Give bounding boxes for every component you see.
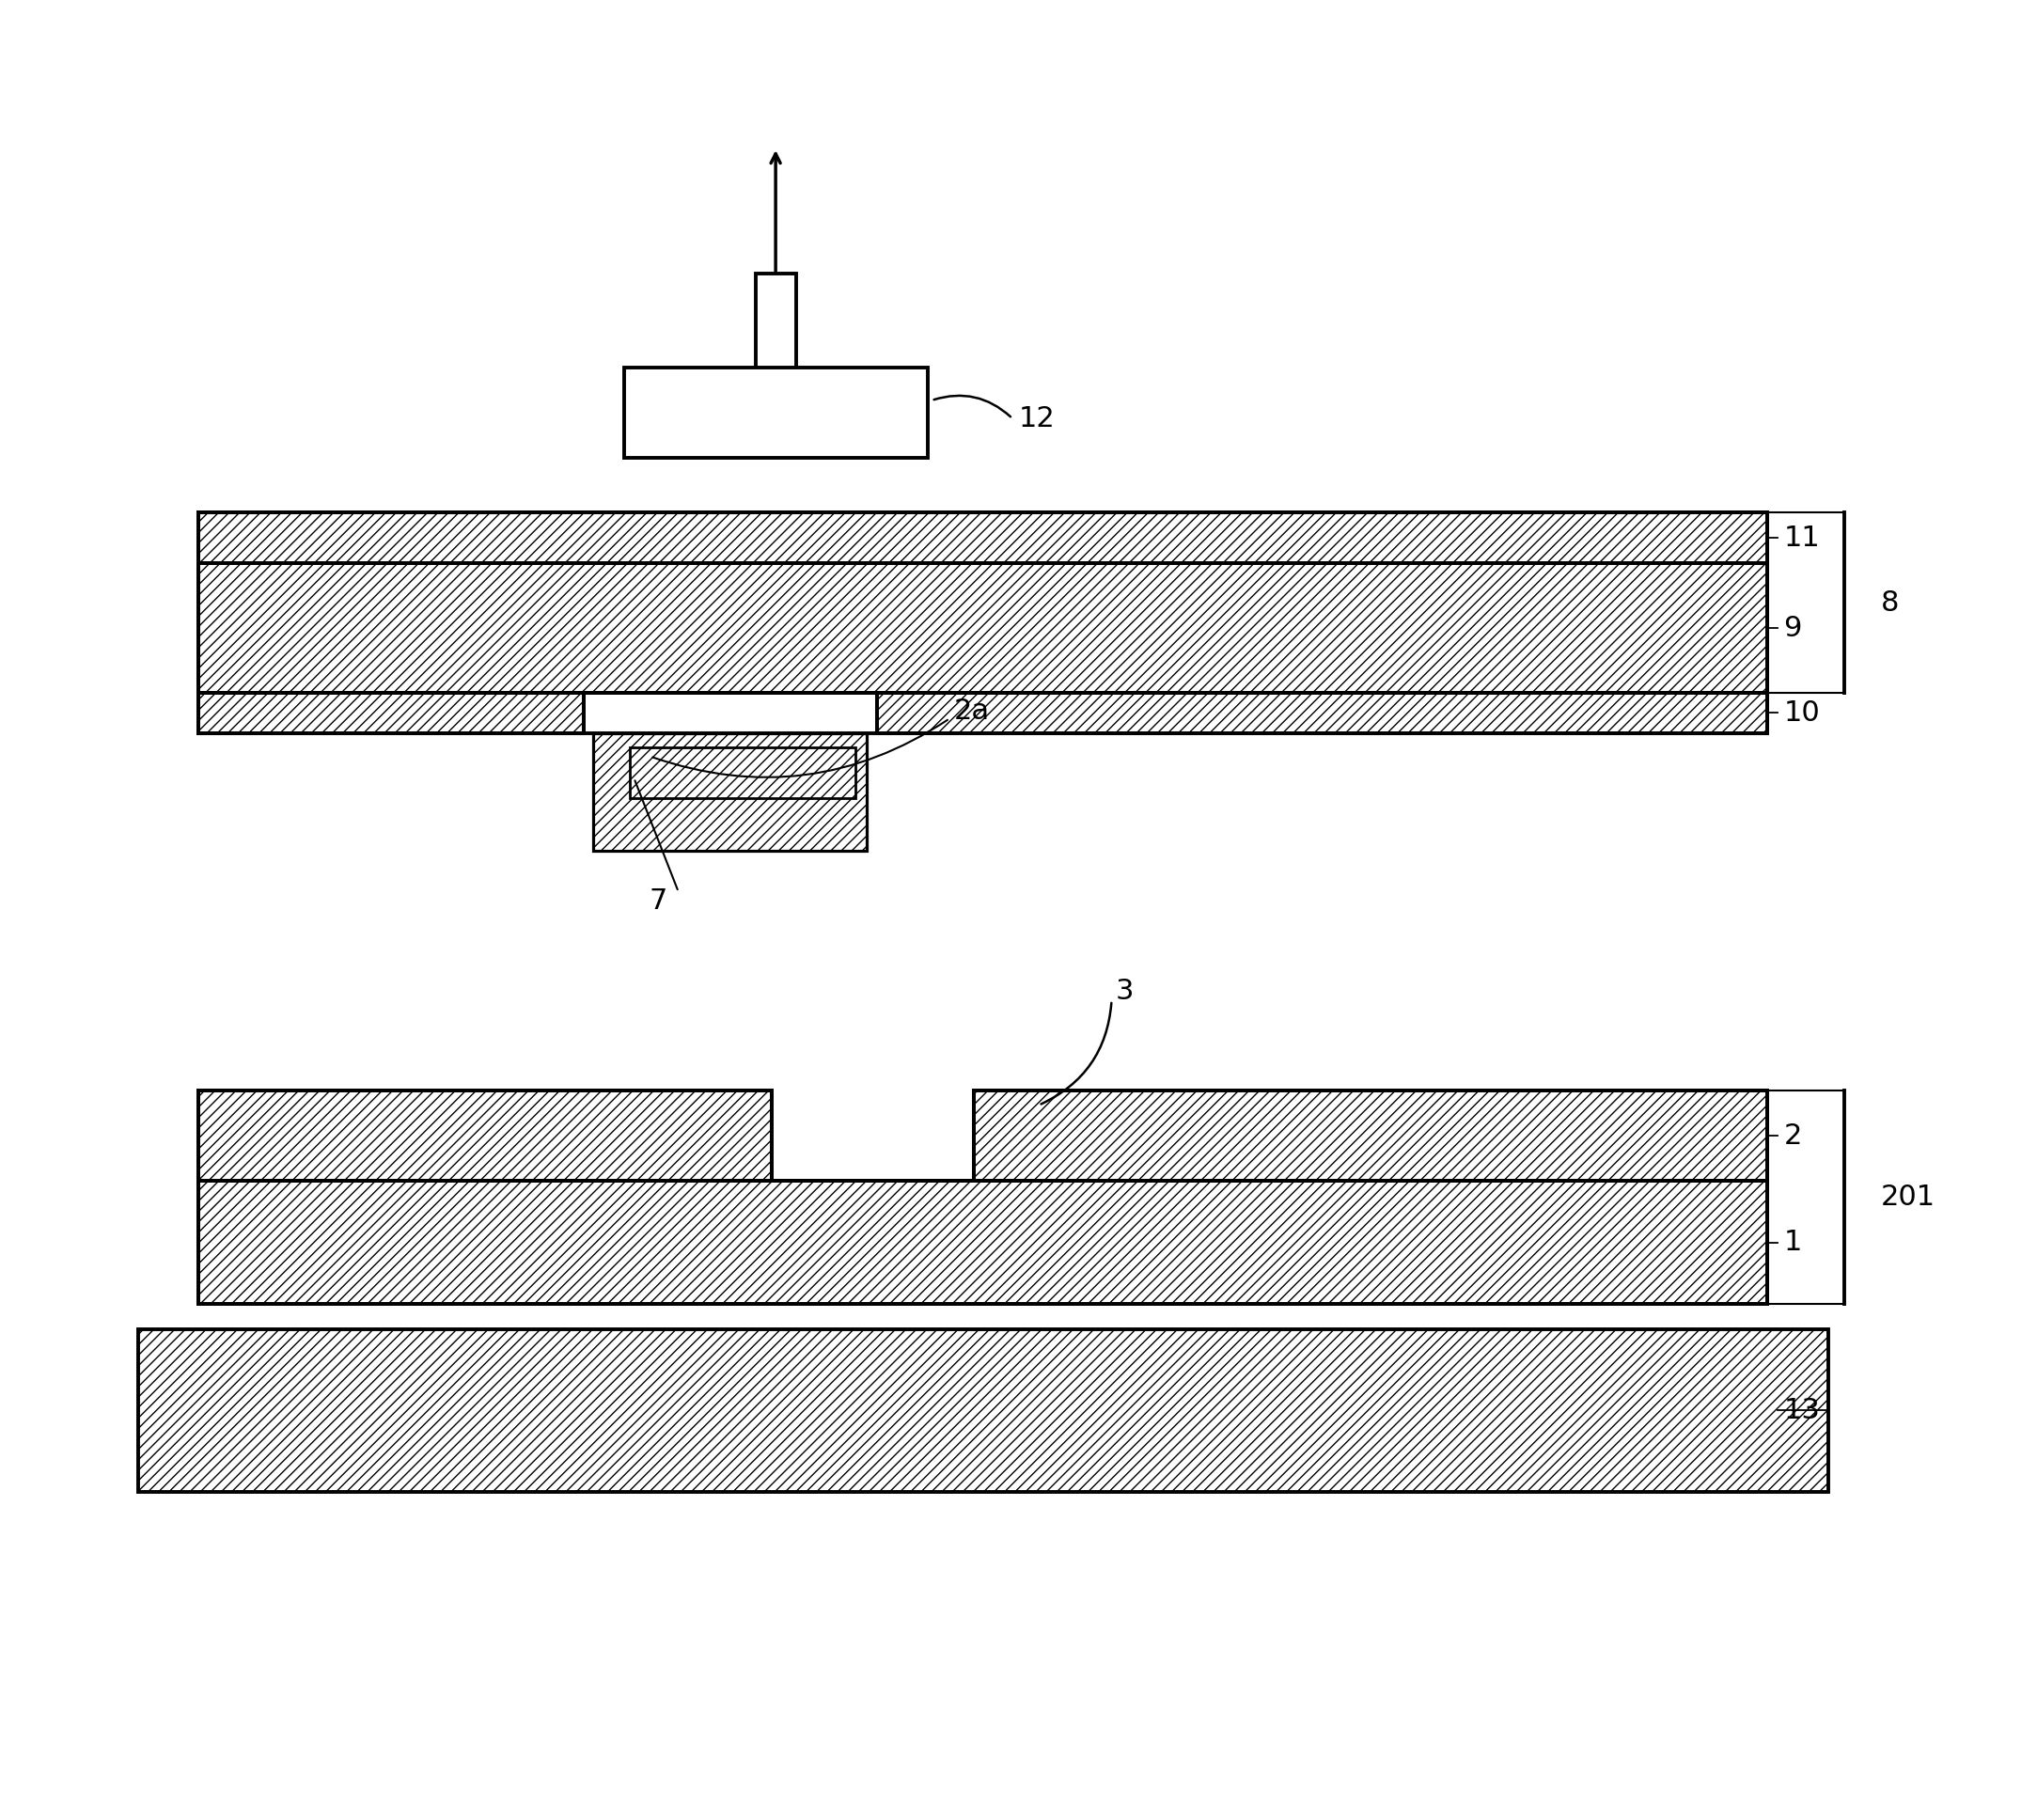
FancyArrowPatch shape (1041, 1003, 1112, 1105)
Text: 2: 2 (1784, 1123, 1803, 1150)
Text: 9: 9 (1784, 615, 1803, 642)
Text: 3: 3 (1116, 977, 1135, 1005)
FancyArrowPatch shape (652, 721, 947, 777)
Polygon shape (200, 562, 1768, 693)
Text: 7: 7 (650, 888, 668, 915)
Polygon shape (623, 368, 927, 459)
Polygon shape (139, 1329, 1827, 1492)
Text: 10: 10 (1784, 699, 1819, 726)
Polygon shape (200, 693, 583, 733)
Text: 1: 1 (1784, 1229, 1803, 1256)
Polygon shape (593, 733, 866, 850)
Polygon shape (756, 275, 796, 397)
Polygon shape (629, 748, 856, 797)
Polygon shape (974, 1090, 1768, 1181)
Polygon shape (200, 1090, 772, 1181)
Text: 201: 201 (1880, 1183, 1935, 1210)
Polygon shape (876, 693, 1768, 733)
Text: 11: 11 (1784, 524, 1819, 551)
FancyArrowPatch shape (636, 781, 678, 890)
Polygon shape (200, 513, 1768, 562)
Polygon shape (200, 1181, 1768, 1303)
Text: 2a: 2a (953, 697, 990, 724)
Text: 13: 13 (1784, 1398, 1821, 1425)
Text: 8: 8 (1880, 590, 1898, 617)
FancyArrowPatch shape (933, 395, 1010, 417)
Text: 12: 12 (1018, 404, 1055, 431)
